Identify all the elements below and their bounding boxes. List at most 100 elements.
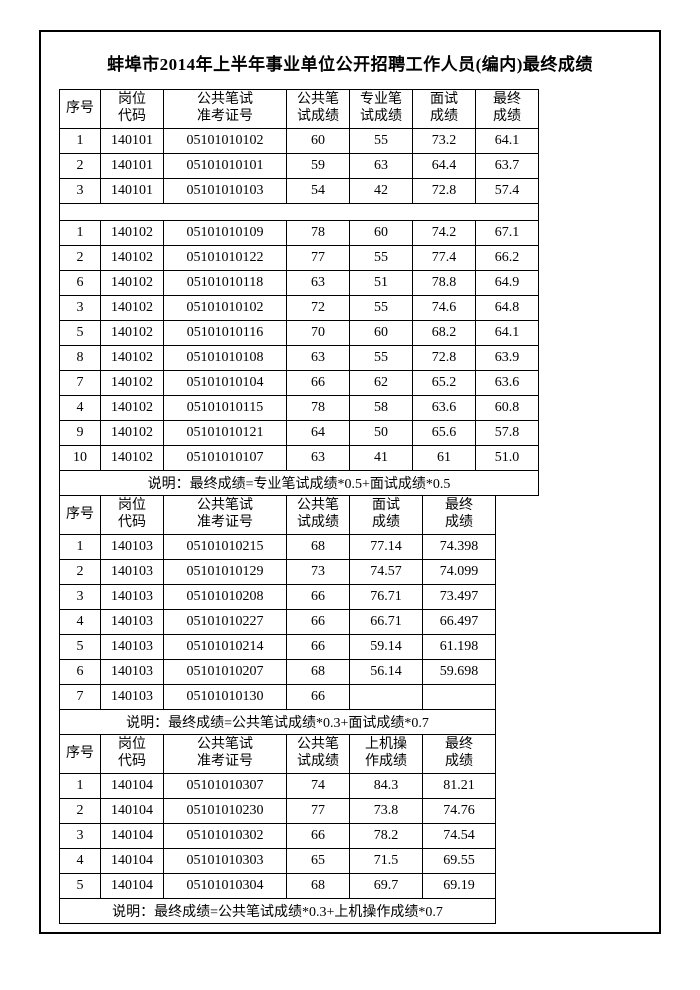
t3-cell: 2 <box>60 799 101 824</box>
t2-cell: 05101010129 <box>164 560 287 585</box>
t1-cell: 05101010102 <box>164 296 287 321</box>
table-row: 914010205101010121645065.657.8 <box>60 421 539 446</box>
t3-cell: 74 <box>287 774 350 799</box>
t1-cell: 55 <box>350 129 413 154</box>
t1-cell: 6 <box>60 271 101 296</box>
table-3-formula-row: 说明：最终成绩=公共笔试成绩*0.3+上机操作成绩*0.7 <box>60 899 496 924</box>
t3-h3: 公共笔试成绩 <box>287 735 350 774</box>
t2-cell: 66 <box>287 685 350 710</box>
t1-cell: 140102 <box>101 371 164 396</box>
table-row: 314010205101010102725574.664.8 <box>60 296 539 321</box>
t2-cell: 140103 <box>101 560 164 585</box>
t1-cell: 63.9 <box>476 346 539 371</box>
t2-cell: 5 <box>60 635 101 660</box>
table-row: 214010105101010101596364.463.7 <box>60 154 539 179</box>
t2-cell: 3 <box>60 585 101 610</box>
t1-cell: 05101010107 <box>164 446 287 471</box>
t1-cell: 140101 <box>101 179 164 204</box>
t1-cell: 64.1 <box>476 129 539 154</box>
t2-cell: 1 <box>60 535 101 560</box>
table-row: 71401030510101013066 <box>60 685 496 710</box>
t1-cell: 05101010121 <box>164 421 287 446</box>
t3-cell: 78.2 <box>350 824 423 849</box>
table-row: 4140104051010103036571.569.55 <box>60 849 496 874</box>
t1-cell: 140102 <box>101 321 164 346</box>
t1-cell: 05101010122 <box>164 246 287 271</box>
t2-cell: 77.14 <box>350 535 423 560</box>
t1-cell: 72.8 <box>413 179 476 204</box>
page-title: 蚌埠市2014年上半年事业单位公开招聘工作人员(编内)最终成绩 <box>59 50 641 75</box>
t1-cell: 05101010118 <box>164 271 287 296</box>
t2-cell: 4 <box>60 610 101 635</box>
table-row: 4140103051010102276666.7166.497 <box>60 610 496 635</box>
t1-cell: 65.6 <box>413 421 476 446</box>
t1-cell: 63 <box>287 346 350 371</box>
t2-h2: 公共笔试准考证号 <box>164 496 287 535</box>
t1-cell: 140102 <box>101 221 164 246</box>
t1-cell: 55 <box>350 346 413 371</box>
t3-cell: 05101010304 <box>164 874 287 899</box>
t2-cell: 66 <box>287 585 350 610</box>
t1-cell: 57.4 <box>476 179 539 204</box>
t1-cell: 2 <box>60 246 101 271</box>
t1-cell: 51 <box>350 271 413 296</box>
t2-cell: 66.71 <box>350 610 423 635</box>
t3-cell: 5 <box>60 874 101 899</box>
t3-h0: 序号 <box>60 735 101 774</box>
t1-cell: 68.2 <box>413 321 476 346</box>
t2-cell: 56.14 <box>350 660 423 685</box>
t1-cell: 140102 <box>101 246 164 271</box>
table-row: 414010205101010115785863.660.8 <box>60 396 539 421</box>
t3-cell: 140104 <box>101 799 164 824</box>
table-2-formula: 说明：最终成绩=公共笔试成绩*0.3+面试成绩*0.7 <box>60 710 496 735</box>
t3-h5: 最终成绩 <box>423 735 496 774</box>
t2-cell: 05101010207 <box>164 660 287 685</box>
t3-h4: 上机操作成绩 <box>350 735 423 774</box>
t1-cell: 140102 <box>101 346 164 371</box>
table-2-header-row: 序号 岗位代码 公共笔试准考证号 公共笔试成绩 面试成绩 最终成绩 <box>60 496 496 535</box>
t3-cell: 65 <box>287 849 350 874</box>
t1-cell: 63.6 <box>413 396 476 421</box>
t2-cell: 140103 <box>101 685 164 710</box>
t1-cell: 67.1 <box>476 221 539 246</box>
t2-cell: 74.398 <box>423 535 496 560</box>
table-2: 序号 岗位代码 公共笔试准考证号 公共笔试成绩 面试成绩 最终成绩 114010… <box>59 495 496 735</box>
t1-cell: 78 <box>287 221 350 246</box>
table-2-formula-row: 说明：最终成绩=公共笔试成绩*0.3+面试成绩*0.7 <box>60 710 496 735</box>
t2-cell <box>423 685 496 710</box>
t1-cell: 61 <box>413 446 476 471</box>
t3-cell: 74.76 <box>423 799 496 824</box>
t2-cell: 73 <box>287 560 350 585</box>
t1-cell: 78.8 <box>413 271 476 296</box>
table-1: 序号 岗位代码 公共笔试准考证号 公共笔试成绩 专业笔试成绩 面试成绩 最终成绩… <box>59 89 539 496</box>
table-row: 5140104051010103046869.769.19 <box>60 874 496 899</box>
t3-cell: 140104 <box>101 849 164 874</box>
table-row: 514010205101010116706068.264.1 <box>60 321 539 346</box>
t1-cell: 3 <box>60 179 101 204</box>
t2-h4: 面试成绩 <box>350 496 423 535</box>
t3-cell: 05101010307 <box>164 774 287 799</box>
table-row: 1140104051010103077484.381.21 <box>60 774 496 799</box>
t3-cell: 69.7 <box>350 874 423 899</box>
t1-cell: 78 <box>287 396 350 421</box>
t1-cell: 63.7 <box>476 154 539 179</box>
t3-cell: 1 <box>60 774 101 799</box>
t1-cell: 05101010108 <box>164 346 287 371</box>
t3-cell: 3 <box>60 824 101 849</box>
t1-h3: 公共笔试成绩 <box>287 90 350 129</box>
table-1-header-row: 序号 岗位代码 公共笔试准考证号 公共笔试成绩 专业笔试成绩 面试成绩 最终成绩 <box>60 90 539 129</box>
t1-cell: 72.8 <box>413 346 476 371</box>
t1-cell: 9 <box>60 421 101 446</box>
t1-cell: 64.9 <box>476 271 539 296</box>
t2-cell: 59.698 <box>423 660 496 685</box>
t1-cell: 05101010116 <box>164 321 287 346</box>
t1-h2: 公共笔试准考证号 <box>164 90 287 129</box>
t1-cell: 77 <box>287 246 350 271</box>
t2-cell: 2 <box>60 560 101 585</box>
t1-cell: 51.0 <box>476 446 539 471</box>
t3-cell: 05101010230 <box>164 799 287 824</box>
t2-cell: 140103 <box>101 660 164 685</box>
table-row: 614010205101010118635178.864.9 <box>60 271 539 296</box>
t1-cell: 42 <box>350 179 413 204</box>
t1-cell: 140102 <box>101 296 164 321</box>
